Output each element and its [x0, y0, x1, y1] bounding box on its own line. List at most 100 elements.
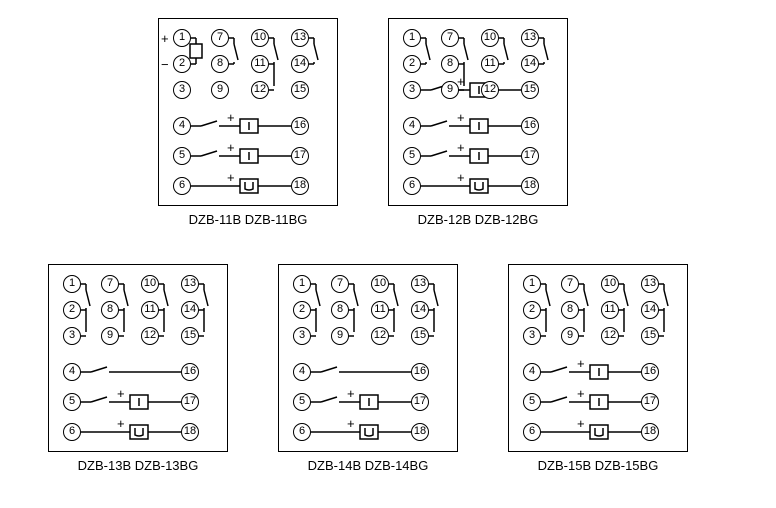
plus-sign: +	[161, 31, 169, 46]
pin-6: 6	[403, 177, 421, 195]
pin-3: 3	[173, 81, 191, 99]
pin-17: 17	[291, 147, 309, 165]
pin-14: 14	[181, 301, 199, 319]
pin-6: 6	[173, 177, 191, 195]
pin-8: 8	[211, 55, 229, 73]
pin-16: 16	[181, 363, 199, 381]
plus-sign: +	[457, 110, 465, 125]
frame: 123456789101112131415161718++	[48, 264, 228, 452]
pin-14: 14	[411, 301, 429, 319]
pin-14: 14	[641, 301, 659, 319]
pin-1: 1	[523, 275, 541, 293]
pin-12: 12	[481, 81, 499, 99]
plus-sign: +	[347, 416, 355, 431]
pin-11: 11	[601, 301, 619, 319]
plus-sign: +	[577, 386, 585, 401]
pin-5: 5	[293, 393, 311, 411]
pin-8: 8	[441, 55, 459, 73]
frame: 123456789101112131415161718+−+++	[158, 18, 338, 206]
pin-10: 10	[251, 29, 269, 47]
pin-16: 16	[291, 117, 309, 135]
pin-17: 17	[181, 393, 199, 411]
pin-18: 18	[641, 423, 659, 441]
pin-8: 8	[331, 301, 349, 319]
pin-4: 4	[293, 363, 311, 381]
plus-sign: +	[117, 386, 125, 401]
pin-16: 16	[521, 117, 539, 135]
plus-sign: +	[457, 170, 465, 185]
pin-2: 2	[523, 301, 541, 319]
plus-sign: +	[457, 140, 465, 155]
pin-5: 5	[173, 147, 191, 165]
pin-17: 17	[641, 393, 659, 411]
pin-9: 9	[211, 81, 229, 99]
pin-4: 4	[63, 363, 81, 381]
pin-7: 7	[561, 275, 579, 293]
pin-11: 11	[371, 301, 389, 319]
plus-sign: +	[227, 170, 235, 185]
pin-2: 2	[403, 55, 421, 73]
pin-9: 9	[441, 81, 459, 99]
diagram-d11b: 123456789101112131415161718+−+++DZB-11B …	[158, 18, 338, 206]
diagram-caption: DZB-14B DZB-14BG	[278, 458, 458, 473]
pin-3: 3	[63, 327, 81, 345]
pin-4: 4	[523, 363, 541, 381]
pin-2: 2	[293, 301, 311, 319]
pin-7: 7	[331, 275, 349, 293]
pin-13: 13	[411, 275, 429, 293]
pin-11: 11	[481, 55, 499, 73]
pin-9: 9	[331, 327, 349, 345]
pin-6: 6	[293, 423, 311, 441]
pin-10: 10	[601, 275, 619, 293]
diagram-caption: DZB-12B DZB-12BG	[388, 212, 568, 227]
pin-3: 3	[403, 81, 421, 99]
pin-11: 11	[251, 55, 269, 73]
pin-9: 9	[101, 327, 119, 345]
pin-17: 17	[521, 147, 539, 165]
pin-18: 18	[521, 177, 539, 195]
pin-5: 5	[63, 393, 81, 411]
pin-2: 2	[173, 55, 191, 73]
pin-3: 3	[523, 327, 541, 345]
pin-1: 1	[63, 275, 81, 293]
diagram-caption: DZB-11B DZB-11BG	[158, 212, 338, 227]
pin-15: 15	[291, 81, 309, 99]
pin-13: 13	[291, 29, 309, 47]
diagram-d15b: 123456789101112131415161718+++DZB-15B DZ…	[508, 264, 688, 452]
pin-12: 12	[371, 327, 389, 345]
pin-18: 18	[181, 423, 199, 441]
pin-13: 13	[521, 29, 539, 47]
pin-13: 13	[641, 275, 659, 293]
pin-5: 5	[403, 147, 421, 165]
pin-1: 1	[293, 275, 311, 293]
pin-7: 7	[441, 29, 459, 47]
frame: 123456789101112131415161718+++	[508, 264, 688, 452]
plus-sign: +	[347, 386, 355, 401]
pin-10: 10	[141, 275, 159, 293]
pin-5: 5	[523, 393, 541, 411]
pin-15: 15	[181, 327, 199, 345]
pin-16: 16	[411, 363, 429, 381]
plus-sign: +	[577, 416, 585, 431]
pin-15: 15	[521, 81, 539, 99]
pin-13: 13	[181, 275, 199, 293]
pin-15: 15	[641, 327, 659, 345]
diagram-d14b: 123456789101112131415161718++DZB-14B DZB…	[278, 264, 458, 452]
pin-18: 18	[411, 423, 429, 441]
pin-10: 10	[371, 275, 389, 293]
pin-1: 1	[403, 29, 421, 47]
pin-1: 1	[173, 29, 191, 47]
pin-4: 4	[173, 117, 191, 135]
pin-6: 6	[523, 423, 541, 441]
pin-9: 9	[561, 327, 579, 345]
pin-8: 8	[101, 301, 119, 319]
pin-2: 2	[63, 301, 81, 319]
pin-12: 12	[251, 81, 269, 99]
frame: 123456789101112131415161718++	[278, 264, 458, 452]
diagram-caption: DZB-13B DZB-13BG	[48, 458, 228, 473]
pin-18: 18	[291, 177, 309, 195]
plus-sign: +	[227, 110, 235, 125]
pin-15: 15	[411, 327, 429, 345]
pin-3: 3	[293, 327, 311, 345]
pin-12: 12	[141, 327, 159, 345]
